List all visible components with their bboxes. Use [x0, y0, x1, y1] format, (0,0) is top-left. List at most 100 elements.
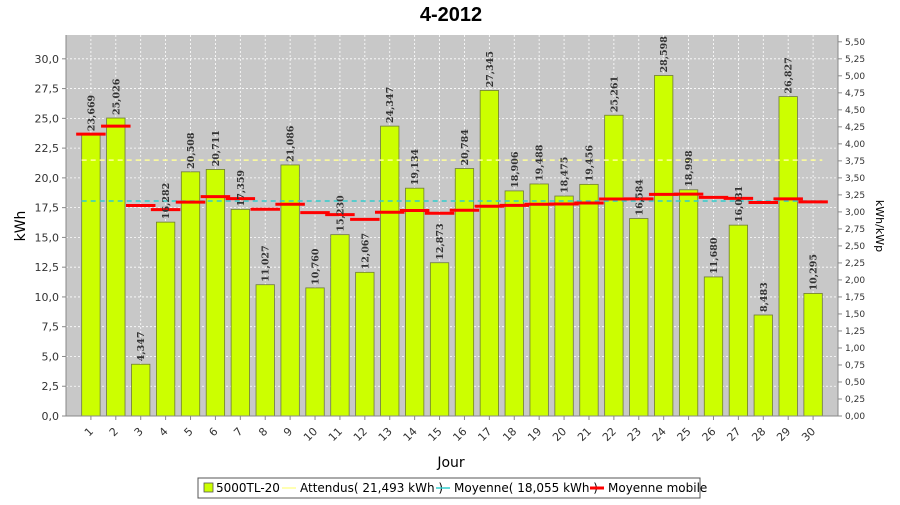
bar [180, 171, 201, 417]
y2-tick-label: 4,00 [845, 140, 865, 150]
bar [205, 169, 226, 417]
x-tick-label: 30 [799, 425, 818, 444]
y2-tick-label: 1,00 [845, 344, 865, 354]
data-label: 28,598 [659, 36, 670, 73]
y-tick-label: 22,5 [35, 142, 60, 155]
y-ticks-group: 0,0 2,5 5,0 7,5 10,0 12,5 15,0 17,5 20,0 22,5 25,0… [35, 53, 66, 423]
x-tick-label: 14 [401, 425, 420, 444]
data-label: 11,680 [709, 237, 720, 274]
bar [405, 187, 425, 417]
data-label: 16,584 [634, 179, 645, 216]
x-tick-label: 6 [206, 425, 220, 439]
x-ticks-group: 1 2 3 4 5 6 7 8 9 10 11 12 13 14 15 16 17 18 19 20 21 22 23 24 2… [82, 416, 818, 444]
x-tick-label: 17 [475, 425, 494, 444]
y2-tick-label: 2,50 [845, 242, 865, 252]
x-tick-label: 10 [301, 425, 320, 444]
data-label: 27,345 [485, 51, 496, 87]
bar [255, 284, 275, 417]
data-label: 4,347 [136, 331, 147, 361]
data-label: 16,031 [734, 186, 745, 222]
data-label: 26,827 [784, 57, 795, 93]
data-label: 19,456 [584, 145, 595, 182]
legend-label-moving: Moyenne mobile [608, 481, 707, 495]
x-tick-label: 11 [326, 425, 345, 444]
y2-tick-label: 2,25 [845, 259, 865, 269]
y2-tick-label: 3,75 [845, 157, 865, 167]
data-label: 23,669 [86, 94, 97, 131]
x-tick-label: 29 [774, 425, 793, 444]
x-tick-label: 2 [107, 425, 121, 439]
y2-axis-title: kWh/kWp [873, 200, 886, 252]
data-label: 18,475 [560, 157, 571, 193]
bar [330, 234, 350, 417]
legend-label-bars: 5000TL-20 [216, 481, 280, 495]
y2-tick-label: 4,25 [845, 123, 865, 133]
data-label: 19,134 [410, 148, 421, 185]
data-label: 10,295 [809, 254, 820, 290]
data-label: 20,508 [186, 132, 197, 169]
legend-bar-swatch [203, 482, 214, 493]
y-tick-label: 0,0 [42, 410, 60, 423]
y2-tick-label: 4,75 [845, 89, 865, 99]
bar [703, 276, 724, 417]
x-tick-label: 19 [525, 425, 544, 444]
y-tick-label: 17,5 [35, 202, 60, 215]
legend-label-expected: Attendus( 21,493 kWh ) [300, 481, 443, 495]
x-tick-label: 16 [450, 425, 469, 444]
y-tick-label: 25,0 [35, 112, 60, 125]
bar [131, 363, 151, 417]
y-tick-label: 2,5 [42, 380, 60, 393]
bar [678, 189, 699, 417]
data-label: 17,359 [236, 170, 247, 207]
data-label: 25,261 [609, 76, 620, 112]
chart-title: 4-2012 [420, 4, 482, 26]
data-label: 16,282 [161, 183, 172, 219]
bar [479, 90, 499, 417]
legend-label-average: Moyenne( 18,055 kWh ) [454, 481, 598, 495]
y2-tick-label: 3,25 [845, 191, 865, 201]
bar [429, 262, 450, 417]
moving-average-group [76, 124, 828, 221]
bar [778, 96, 798, 417]
x-tick-label: 8 [256, 425, 270, 439]
y2-tick-label: 3,00 [845, 208, 865, 218]
y2-tick-label: 1,50 [845, 310, 865, 320]
data-label: 21,086 [286, 125, 297, 162]
bar [554, 195, 574, 417]
x-tick-label: 25 [675, 425, 694, 444]
y2-tick-label: 4,50 [845, 106, 865, 116]
legend: 5000TL-20 Attendus( 21,493 kWh ) Moyenne… [197, 477, 707, 499]
y2-tick-label: 1,25 [845, 327, 865, 337]
bar [753, 314, 773, 417]
bar [504, 190, 524, 417]
data-label: 15,230 [335, 195, 346, 232]
x-tick-label: 22 [600, 425, 619, 444]
data-label: 18,906 [510, 151, 521, 188]
bar [230, 208, 250, 417]
data-label: 19,488 [535, 144, 546, 181]
y2-tick-label: 0,75 [845, 361, 865, 371]
bar [803, 293, 823, 417]
y-tick-label: 7,5 [42, 321, 60, 334]
x-tick-label: 18 [500, 425, 519, 444]
x-axis-title: Jour [436, 455, 465, 471]
y2-tick-label: 3,50 [845, 174, 865, 184]
data-label: 18,998 [684, 150, 695, 187]
x-tick-label: 5 [181, 425, 195, 439]
y-axis-title: kWh [13, 211, 29, 242]
data-label: 20,784 [460, 129, 471, 166]
x-tick-label: 3 [132, 425, 146, 439]
bar [579, 183, 599, 417]
y2-tick-label: 2,75 [845, 225, 865, 235]
bar [380, 125, 400, 417]
y2-tick-label: 0,50 [845, 378, 865, 388]
y-tick-label: 27,5 [35, 83, 60, 96]
y2-tick-label: 5,00 [845, 72, 865, 82]
bar [355, 271, 375, 417]
y-tick-label: 30,0 [35, 53, 60, 66]
x-tick-label: 20 [550, 425, 569, 444]
data-label: 12,067 [360, 233, 371, 269]
bar [654, 75, 674, 417]
